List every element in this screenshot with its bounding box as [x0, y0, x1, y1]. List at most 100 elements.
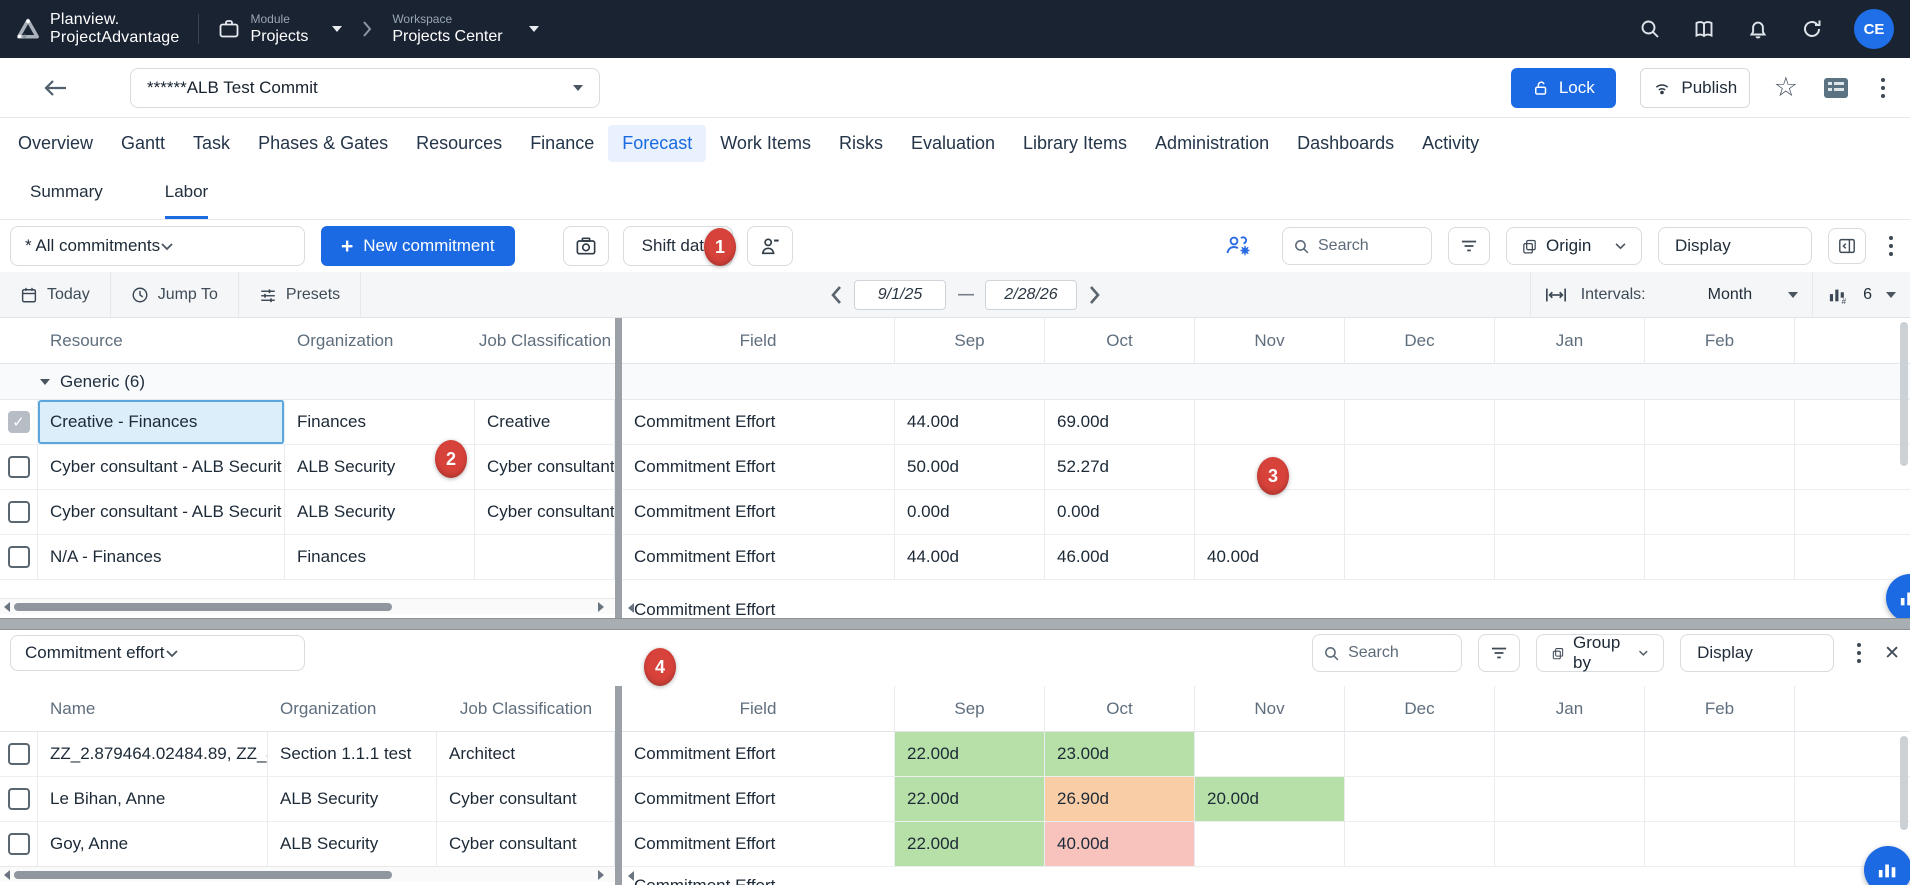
checkbox-checked[interactable] [8, 411, 30, 433]
column-header-field[interactable]: Field [622, 686, 895, 731]
search-icon[interactable] [1638, 17, 1662, 41]
value-cell-highlighted[interactable]: 22.00d [895, 777, 1045, 821]
job-classification-cell[interactable]: Cyber consultant [437, 822, 615, 866]
value-cell[interactable] [1495, 822, 1645, 866]
upper-more-kebab-icon[interactable] [1882, 236, 1900, 256]
row-checkbox-cell[interactable] [0, 490, 38, 534]
value-cell[interactable] [1645, 400, 1795, 444]
resource-cell[interactable]: Cyber consultant - ALB Securit [38, 445, 285, 489]
value-cell[interactable] [1645, 445, 1795, 489]
upper-search[interactable] [1282, 227, 1432, 265]
row-checkbox-cell[interactable] [0, 732, 38, 776]
name-cell[interactable]: ZZ_2.879464.02484.89, ZZ_4( [38, 732, 268, 776]
job-classification-cell[interactable]: Cyber consultant [475, 445, 615, 489]
left-pane-horizontal-scrollbar[interactable] [0, 598, 615, 614]
interval-count-value[interactable]: 6 [1863, 286, 1872, 304]
organization-cell[interactable]: ALB Security [285, 490, 475, 534]
tab-library-items[interactable]: Library Items [1009, 125, 1141, 162]
upper-display-button[interactable]: Display [1658, 227, 1812, 265]
left-pane-horizontal-scrollbar[interactable] [0, 866, 615, 882]
scroll-right-arrow-icon[interactable] [598, 602, 604, 612]
chevron-down-icon[interactable] [1886, 292, 1896, 298]
previous-period-chevron-icon[interactable] [830, 285, 842, 305]
column-header-month[interactable]: Jan [1495, 318, 1645, 363]
value-cell[interactable]: 44.00d [895, 400, 1045, 444]
scrollbar-thumb[interactable] [14, 603, 392, 611]
column-header-job-classification[interactable]: Job Classification [437, 686, 615, 731]
scroll-right-arrow-icon[interactable] [598, 870, 604, 880]
value-cell-highlighted[interactable]: 22.00d [895, 732, 1045, 776]
commitments-filter-select[interactable]: * All commitments [10, 226, 305, 266]
table-row[interactable]: ZZ_2.879464.02484.89, ZZ_4( Section 1.1.… [0, 732, 1910, 777]
column-header-month[interactable]: Feb [1645, 318, 1795, 363]
column-header-month[interactable]: Sep [895, 318, 1045, 363]
value-cell[interactable] [1345, 732, 1495, 776]
bottom-search-input[interactable] [1348, 644, 1438, 662]
bottom-display-button[interactable]: Display [1680, 634, 1834, 672]
scrollbar-thumb[interactable] [14, 871, 392, 879]
column-header-month[interactable]: Dec [1345, 318, 1495, 363]
refresh-icon[interactable] [1800, 17, 1824, 41]
tab-overview[interactable]: Overview [4, 125, 107, 162]
checkbox[interactable] [8, 833, 30, 855]
organization-cell[interactable]: ALB Security [268, 777, 437, 821]
checkbox[interactable] [8, 501, 30, 523]
documentation-book-icon[interactable] [1692, 17, 1716, 41]
resource-cell[interactable]: N/A - Finances [38, 535, 285, 579]
column-header-month[interactable]: Oct [1045, 686, 1195, 731]
checkbox[interactable] [8, 788, 30, 810]
table-row[interactable]: Cyber consultant - ALB Securit ALB Secur… [0, 490, 1910, 535]
user-avatar[interactable]: CE [1854, 9, 1894, 49]
row-checkbox-cell[interactable] [0, 777, 38, 821]
notifications-bell-icon[interactable] [1746, 17, 1770, 41]
job-classification-cell[interactable]: Creative [475, 400, 615, 444]
checkbox[interactable] [8, 743, 30, 765]
new-commitment-button[interactable]: + New commitment [321, 226, 515, 266]
column-header-field[interactable]: Field [622, 318, 895, 363]
chevron-down-icon[interactable] [1788, 292, 1798, 298]
job-classification-cell[interactable]: Cyber consultant [475, 490, 615, 534]
column-header-organization[interactable]: Organization [268, 686, 437, 731]
module-switcher[interactable]: Module Projects [217, 12, 343, 46]
close-panel-icon[interactable]: ✕ [1884, 642, 1900, 665]
tab-work-items[interactable]: Work Items [706, 125, 825, 162]
value-cell-highlighted[interactable]: 23.00d [1045, 732, 1195, 776]
subtab-labor[interactable]: Labor [165, 182, 208, 219]
presets-button[interactable]: Presets [239, 272, 360, 318]
field-cell[interactable]: Commitment Effort [622, 732, 895, 776]
row-checkbox-cell[interactable] [0, 445, 38, 489]
column-header-month[interactable]: Feb [1645, 686, 1795, 731]
value-cell[interactable] [1495, 445, 1645, 489]
next-period-chevron-icon[interactable] [1089, 285, 1101, 305]
value-cell[interactable] [1645, 777, 1795, 821]
organization-cell[interactable]: Section 1.1.1 test [268, 732, 437, 776]
value-cell[interactable] [1495, 732, 1645, 776]
value-cell[interactable] [1495, 535, 1645, 579]
value-cell-highlighted[interactable]: 22.00d [895, 822, 1045, 866]
checkbox[interactable] [8, 546, 30, 568]
row-checkbox-cell[interactable] [0, 822, 38, 866]
value-cell[interactable] [1345, 777, 1495, 821]
bottom-more-kebab-icon[interactable] [1850, 643, 1868, 663]
column-header-organization[interactable]: Organization [285, 318, 475, 363]
chart-fab-button[interactable] [1886, 574, 1910, 618]
value-cell-highlighted[interactable]: 40.00d [1045, 822, 1195, 866]
row-checkbox-cell[interactable] [0, 400, 38, 444]
value-cell[interactable] [1645, 535, 1795, 579]
tab-risks[interactable]: Risks [825, 125, 897, 162]
value-cell[interactable]: 0.00d [1045, 490, 1195, 534]
value-cell[interactable] [1345, 490, 1495, 534]
column-header-name[interactable]: Name [38, 686, 268, 731]
value-cell[interactable]: 44.00d [895, 535, 1045, 579]
value-cell[interactable] [1495, 400, 1645, 444]
tab-evaluation[interactable]: Evaluation [897, 125, 1009, 162]
column-header-month[interactable]: Nov [1195, 686, 1345, 731]
job-classification-cell[interactable]: Cyber consultant [437, 777, 615, 821]
field-cell[interactable]: Commitment Effort [622, 400, 895, 444]
vertical-scrollbar-thumb[interactable] [1900, 322, 1908, 466]
value-cell[interactable] [1345, 535, 1495, 579]
tab-gantt[interactable]: Gantt [107, 125, 179, 162]
column-header-job-classification[interactable]: Job Classification [475, 318, 615, 363]
name-cell[interactable]: Le Bihan, Anne [38, 777, 268, 821]
column-header-month[interactable]: Jan [1495, 686, 1645, 731]
